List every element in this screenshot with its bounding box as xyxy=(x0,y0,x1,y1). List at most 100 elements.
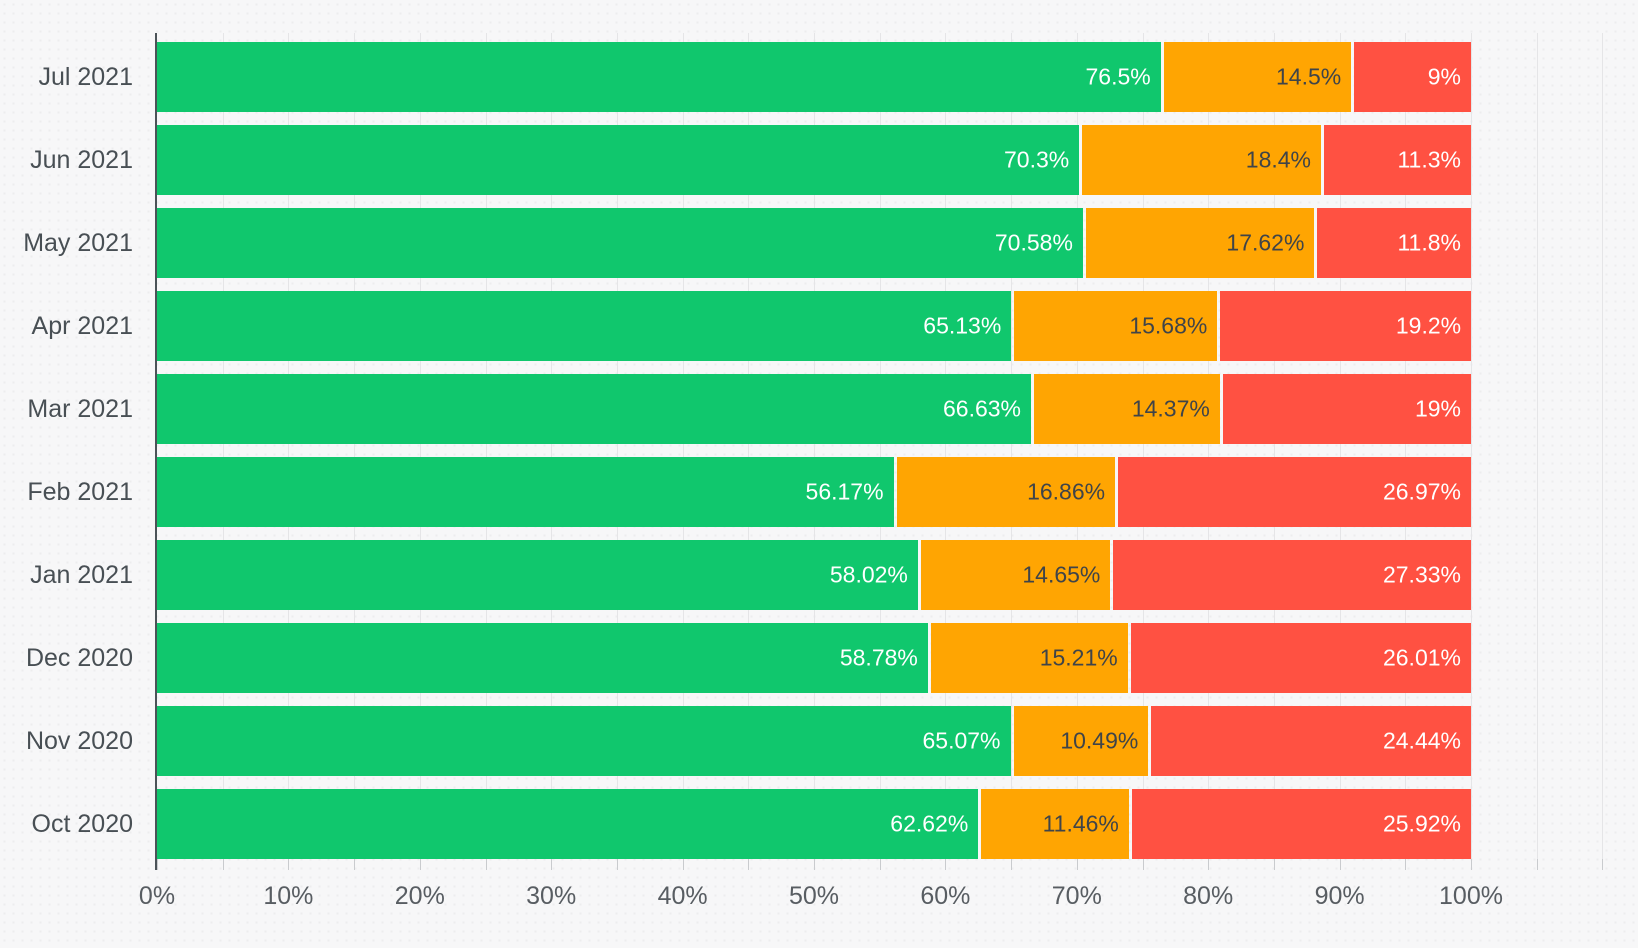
x-axis-tick xyxy=(1142,859,1144,870)
bar-value-label: 76.5% xyxy=(1085,63,1151,90)
bar-segment-orange[interactable]: 15.21% xyxy=(930,623,1128,693)
gridline xyxy=(1602,33,1604,859)
bar-row: 70.3% 18.4% 11.3% xyxy=(157,125,1471,195)
x-axis-label: 80% xyxy=(1183,882,1234,910)
bar-segment-green[interactable]: 76.5% xyxy=(157,42,1161,112)
bar-segment-red[interactable]: 11.3% xyxy=(1324,125,1471,195)
bar-segment-orange[interactable]: 14.65% xyxy=(920,540,1111,610)
y-axis-label: Jan 2021 xyxy=(30,561,133,589)
gridline xyxy=(879,33,881,859)
x-axis-label: 60% xyxy=(920,882,971,910)
bar-value-label: 62.62% xyxy=(890,810,969,837)
bar-value-label: 15.68% xyxy=(1129,312,1208,339)
bar-segment-red[interactable]: 9% xyxy=(1354,42,1471,112)
x-axis-tick xyxy=(1602,859,1604,870)
gridline xyxy=(682,33,684,859)
bar-segment-orange[interactable]: 10.49% xyxy=(1013,706,1149,776)
bar-value-label: 10.49% xyxy=(1060,727,1139,754)
x-axis-tick xyxy=(945,859,947,870)
bar-segment-red[interactable]: 19.2% xyxy=(1220,291,1472,361)
gridline xyxy=(485,33,487,859)
bar-row: 66.63% 14.37% 19% xyxy=(157,374,1471,444)
bar-segment-red[interactable]: 26.01% xyxy=(1130,623,1471,693)
gridline xyxy=(1405,33,1407,859)
bar-segment-orange[interactable]: 14.5% xyxy=(1163,42,1352,112)
bar-segment-orange[interactable]: 16.86% xyxy=(896,457,1116,527)
bar-segment-green[interactable]: 56.17% xyxy=(157,457,894,527)
x-axis-label: 50% xyxy=(788,882,840,910)
x-axis-label: 10% xyxy=(263,882,314,910)
bar-segment-orange[interactable]: 18.4% xyxy=(1082,125,1321,195)
gridline xyxy=(814,33,815,859)
bar-value-label: 58.02% xyxy=(829,561,908,588)
bar-value-label: 15.21% xyxy=(1039,644,1118,671)
x-axis-tick xyxy=(682,859,684,870)
bar-segment-green[interactable]: 70.58% xyxy=(157,208,1083,278)
bar-row: 65.07% 10.49% 24.44% xyxy=(157,706,1471,776)
x-axis-label: 20% xyxy=(394,882,445,910)
bar-row: 65.13% 15.68% 19.2% xyxy=(157,291,1472,361)
bar-value-label: 24.44% xyxy=(1382,727,1461,754)
gridline xyxy=(1076,33,1078,859)
gridline xyxy=(222,33,224,859)
bar-segment-orange[interactable]: 15.68% xyxy=(1014,291,1218,361)
y-axis-label: Dec 2020 xyxy=(25,644,133,672)
bar-value-label: 16.86% xyxy=(1027,478,1106,505)
bar-value-label: 65.07% xyxy=(922,727,1001,754)
bar-value-label: 26.97% xyxy=(1382,478,1461,505)
x-axis-label: 40% xyxy=(657,882,708,910)
gridline xyxy=(1208,33,1210,859)
x-axis-tick xyxy=(485,859,487,870)
bar-segment-red[interactable]: 19% xyxy=(1222,374,1471,444)
bar-segment-green[interactable]: 66.63% xyxy=(157,374,1032,444)
x-axis-tick xyxy=(354,859,356,870)
bar-value-label: 19.2% xyxy=(1395,312,1462,339)
x-axis-label: 0% xyxy=(138,882,176,910)
bar-value-label: 70.58% xyxy=(994,229,1073,256)
bar-row: 58.78% 15.21% 26.01% xyxy=(157,623,1471,693)
gridline xyxy=(945,33,947,859)
bar-segment-green[interactable]: 58.78% xyxy=(157,623,928,693)
x-axis-tick xyxy=(748,859,750,870)
bar-segment-red[interactable]: 27.33% xyxy=(1113,540,1471,610)
bar-segment-green[interactable]: 65.07% xyxy=(157,706,1011,776)
bar-row: 58.02% 14.65% 27.33% xyxy=(157,540,1471,610)
bar-segment-orange[interactable]: 14.37% xyxy=(1034,374,1220,444)
gridline xyxy=(1011,33,1013,859)
gridline xyxy=(1339,33,1341,859)
bar-value-label: 25.92% xyxy=(1382,810,1461,837)
bar-value-label: 9% xyxy=(1427,63,1461,90)
bar-segment-red[interactable]: 25.92% xyxy=(1131,789,1471,859)
bar-value-label: 65.13% xyxy=(923,312,1002,339)
x-axis-tick xyxy=(419,859,421,870)
gridline xyxy=(1142,33,1144,859)
bar-row: 56.17% 16.86% 26.97% xyxy=(157,457,1471,527)
bar-segment-green[interactable]: 62.62% xyxy=(157,789,979,859)
x-axis-tick xyxy=(1536,859,1538,870)
bar-value-label: 58.78% xyxy=(839,644,918,671)
y-axis-label: May 2021 xyxy=(23,229,133,257)
bar-value-label: 11.46% xyxy=(1042,810,1119,837)
bar-segment-green[interactable]: 65.13% xyxy=(157,291,1012,361)
gridline xyxy=(288,33,290,859)
gridline xyxy=(1471,33,1472,859)
y-axis-line xyxy=(155,33,157,870)
bar-segment-red[interactable]: 24.44% xyxy=(1151,706,1471,776)
bar-segment-red[interactable]: 26.97% xyxy=(1118,457,1471,527)
gridline xyxy=(354,33,356,859)
bar-segment-green[interactable]: 58.02% xyxy=(157,540,918,610)
gridline xyxy=(1273,33,1275,859)
y-axis-label: Jun 2021 xyxy=(30,146,133,174)
bar-value-label: 18.4% xyxy=(1245,146,1311,173)
gridline xyxy=(551,33,553,859)
bar-segment-green[interactable]: 70.3% xyxy=(157,125,1080,195)
y-axis-label: Oct 2020 xyxy=(31,810,133,838)
bar-segment-orange[interactable]: 11.46% xyxy=(981,789,1129,859)
y-axis-label: Mar 2021 xyxy=(27,395,133,423)
bar-row: 76.5% 14.5% 9% xyxy=(157,42,1471,112)
x-axis-label: 30% xyxy=(526,882,577,910)
bar-segment-orange[interactable]: 17.62% xyxy=(1085,208,1315,278)
bar-row: 62.62% 11.46% 25.92% xyxy=(157,789,1471,859)
bar-segment-red[interactable]: 11.8% xyxy=(1317,208,1471,278)
